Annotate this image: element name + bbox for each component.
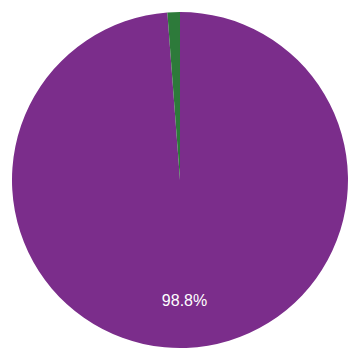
pie-slice xyxy=(12,12,348,348)
pie-slice xyxy=(167,12,180,180)
data-label: 98.8% xyxy=(162,292,207,309)
chart-container: 98.8% xyxy=(0,0,360,360)
chart-svg: 98.8% xyxy=(0,0,360,360)
pie-group xyxy=(12,12,348,348)
label-group: 98.8% xyxy=(162,292,207,309)
